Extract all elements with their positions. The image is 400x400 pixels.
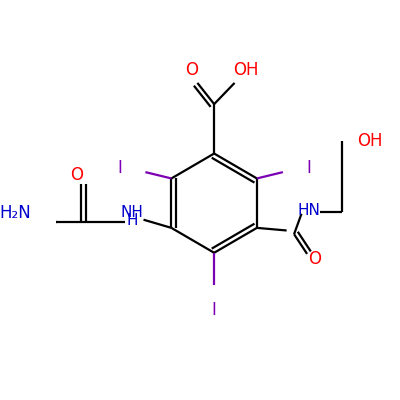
Text: O: O: [185, 61, 198, 79]
Text: O: O: [308, 250, 321, 268]
Text: OH: OH: [357, 132, 383, 150]
Text: H: H: [127, 213, 138, 228]
Text: I: I: [306, 159, 311, 177]
Text: I: I: [117, 159, 122, 177]
Text: I: I: [212, 301, 216, 319]
Text: O: O: [70, 166, 83, 184]
Text: H₂N: H₂N: [0, 204, 31, 222]
Text: NH: NH: [121, 205, 144, 220]
Text: OH: OH: [233, 61, 258, 79]
Text: HN: HN: [298, 202, 320, 218]
